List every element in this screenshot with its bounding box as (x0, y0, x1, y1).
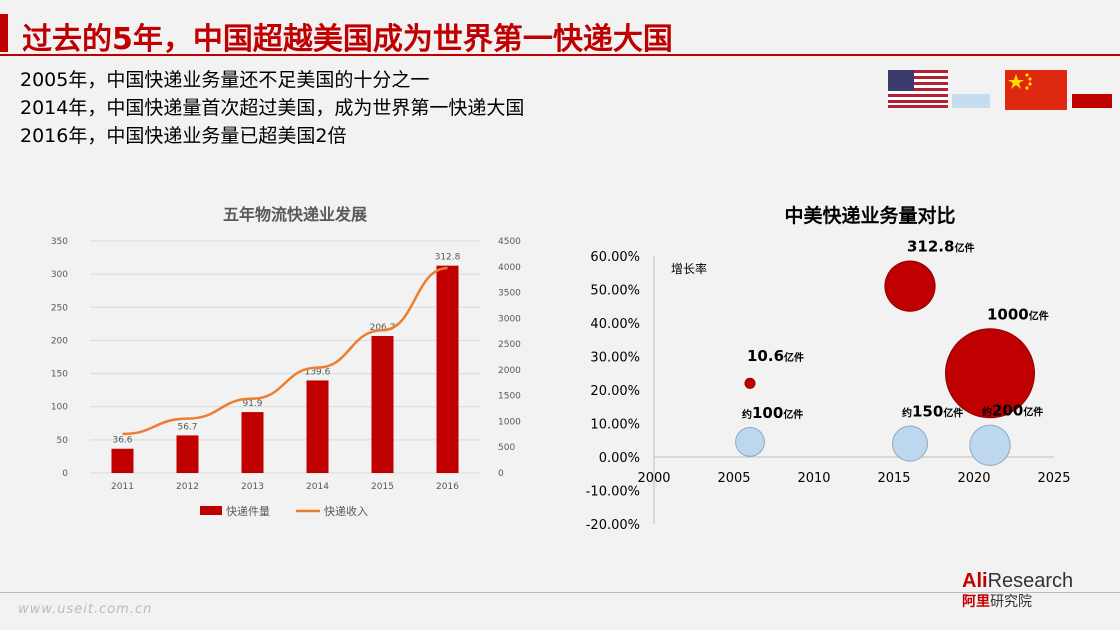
y-tick-label: 40.00% (590, 317, 640, 332)
legend-label-volume: 快递件量 (226, 504, 270, 518)
bubble-label: 约100亿件 (742, 404, 803, 422)
title-bar: 过去的5年，中国超越美国成为世界第一快递大国 (0, 6, 1120, 57)
bar-2013 (241, 412, 264, 473)
us-legend-swatch (952, 94, 990, 108)
y2-tick-label: 3000 (498, 314, 521, 324)
y-tick-label: 60.00% (590, 250, 640, 265)
bar-2015 (371, 335, 394, 473)
x-tick-label: 2005 (717, 471, 750, 486)
x-tick-label: 2011 (111, 482, 134, 492)
summary-bullets: 2005年，中国快递业务量还不足美国的十分之一 2014年，中国快递量首次超过美… (20, 66, 524, 150)
bar-2012 (176, 435, 199, 473)
bubble-中国-312.8 (884, 260, 936, 312)
bubble (892, 426, 928, 461)
y-tick-label: 0.00% (599, 451, 640, 466)
y-tick-label: -20.00% (586, 518, 640, 533)
bar-2011 (111, 448, 134, 473)
china-flag-icon (1005, 70, 1067, 110)
x-tick-label: 2025 (1037, 471, 1070, 486)
title-accent (0, 14, 8, 52)
bubble-chart: 中美快递业务量对比 60.00% 50.00% 40.00% 30.00% 20.00% 1… (586, 204, 1071, 533)
bubble-label: 312.8亿件 (907, 238, 974, 256)
bullet-2005: 2005年，中国快递业务量还不足美国的十分之一 (20, 69, 430, 91)
y-tick-label: 50 (57, 436, 69, 446)
bar-2014 (306, 380, 329, 473)
x-tick-label: 2015 (877, 471, 910, 486)
y2-tick-label: 4000 (498, 263, 521, 273)
y2-tick-label: 3500 (498, 289, 521, 299)
y2-tick-label: 0 (498, 469, 504, 479)
chart-title: 五年物流快递业发展 (223, 205, 368, 224)
bubble-美国-200 (969, 424, 1011, 466)
bar-2016 (436, 265, 459, 473)
bubble-label: 10.6亿件 (747, 347, 804, 365)
x-tick-label: 2014 (306, 482, 329, 492)
y-tick-label: 250 (51, 303, 68, 313)
bubble (946, 329, 1034, 418)
x-tick-label: 2012 (176, 482, 199, 492)
y-tick-label: 350 (51, 237, 68, 247)
y2-tick-label: 2500 (498, 340, 521, 350)
x-tick-label: 2015 (371, 482, 394, 492)
bullet-2014: 2014年，中国快递量首次超过美国，成为世界第一快递大国 (20, 97, 525, 119)
bar-value-label: 91.9 (242, 399, 262, 409)
bubble (970, 425, 1010, 465)
y-tick-label: 200 (51, 336, 68, 346)
y-tick-label: 30.00% (590, 351, 640, 366)
x-tick-label: 2010 (797, 471, 830, 486)
y-tick-label: 0 (62, 469, 68, 479)
bar-value-label: 56.7 (177, 422, 197, 432)
y2-tick-label: 500 (498, 443, 515, 453)
bullet-2016: 2016年，中国快递业务量已超美国2倍 (20, 125, 347, 147)
legend-label-revenue: 快递收入 (324, 504, 368, 518)
x-tick-label: 2020 (957, 471, 990, 486)
y-tick-label: 300 (51, 270, 68, 280)
chart-title: 中美快递业务量对比 (784, 204, 955, 227)
bubble-美国-100 (735, 427, 765, 457)
bubble-label: 约200亿件 (982, 402, 1043, 420)
y2-tick-label: 2000 (498, 366, 521, 376)
y-axis-label: 增长率 (671, 261, 707, 276)
bubble (736, 428, 764, 456)
us-flag-icon (888, 70, 948, 108)
y-tick-label: 100 (51, 403, 68, 413)
x-tick-label: 2016 (436, 482, 459, 492)
y2-tick-label: 1000 (498, 417, 521, 427)
y-tick-label: 10.00% (590, 418, 640, 433)
x-tick-label: 2000 (637, 471, 670, 486)
y-tick-label: 50.00% (590, 284, 640, 299)
revenue-line (122, 266, 448, 436)
bar-line-chart: 五年物流快递业发展0501001502002503003500500100015… (51, 205, 521, 518)
bubble (745, 378, 755, 388)
y-tick-label: 150 (51, 370, 68, 380)
bubble-label: 1000亿件 (987, 305, 1049, 323)
legend-swatch-volume (200, 506, 222, 515)
china-legend-swatch (1072, 94, 1112, 108)
title-rule (0, 54, 1120, 56)
x-tick-label: 2013 (241, 482, 264, 492)
bar-value-label: 139.6 (305, 367, 331, 377)
bar-value-label: 206.7 (370, 323, 396, 333)
footer-divider (0, 592, 1120, 593)
bar-value-label: 36.6 (112, 436, 132, 446)
y-tick-label: -10.00% (586, 485, 640, 500)
bubble-中国-10.6 (744, 377, 756, 389)
y2-tick-label: 4500 (498, 237, 521, 247)
bubble (885, 261, 935, 311)
bar-value-label: 312.8 (435, 253, 461, 263)
bubble-label: 约150亿件 (902, 403, 963, 421)
y2-tick-label: 1500 (498, 392, 521, 402)
page-title: 过去的5年，中国超越美国成为世界第一快递大国 (22, 22, 673, 57)
y-tick-label: 20.00% (590, 384, 640, 399)
bubble-中国-1000 (945, 328, 1035, 419)
aliresearch-logo: AliResearch 阿里研究院 (962, 570, 1074, 610)
bubble-美国-150 (891, 425, 929, 462)
watermark: www.useit.com.cn (18, 602, 153, 617)
